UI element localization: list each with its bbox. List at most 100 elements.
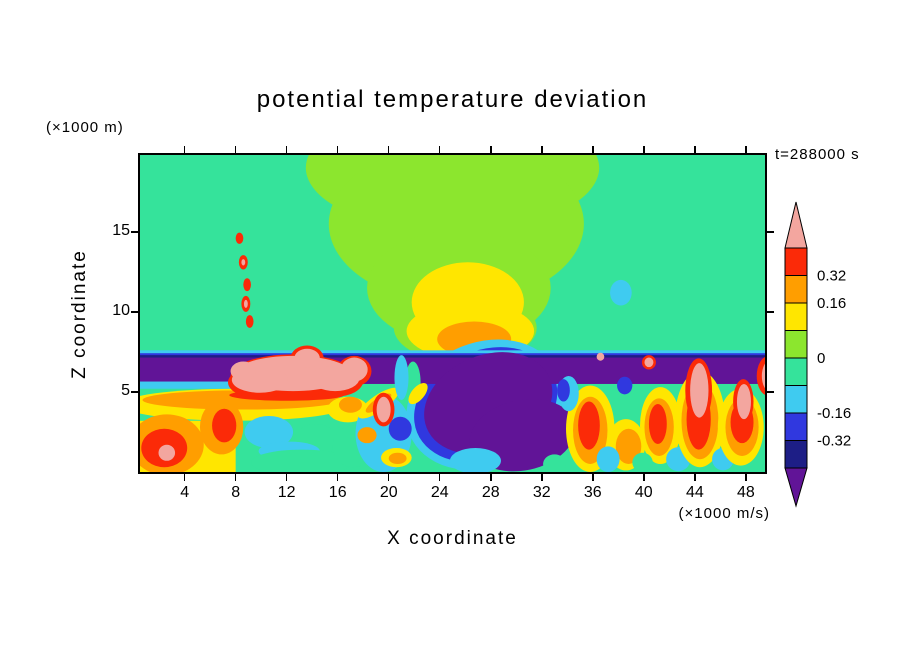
x-tick [694,474,696,481]
field-region-red [648,403,667,444]
field-region-red [235,232,244,244]
colorbar-band-blue [784,412,808,441]
colorbar-band-orange [784,275,808,304]
field-region-orange [388,452,407,464]
field-region-pink [736,383,751,420]
x-tick [592,146,594,153]
field-region-pink [644,357,654,368]
field-region-pink [243,299,248,308]
colorbar-arrow-top [784,201,808,249]
x-tick [438,474,441,481]
x-axis-unit-label: (×1000 m/s) [678,505,770,522]
x-tick-label: 16 [328,484,347,501]
x-tick-label: 24 [430,484,449,501]
x-tick [745,474,747,481]
field-region-cyan [610,279,632,306]
x-tick [694,146,696,153]
colorbar-band-green [784,357,808,386]
x-tick-label: 28 [481,484,500,501]
field-region-red [756,356,765,395]
field-region-cyan [140,381,243,389]
field-region-cyan [596,446,620,472]
field-region-cyan [394,355,409,400]
colorbar-band-navy [784,440,808,469]
x-tick [490,146,492,153]
x-tick [541,474,543,481]
field-region-red [245,315,254,328]
colorbar: 0.32 0.16 0 -0.16 -0.32 [784,201,851,508]
field-region-pink [690,363,709,418]
field-region-blue [388,416,412,441]
x-tick [336,474,339,481]
x-tick [234,146,237,153]
x-tick [643,474,645,481]
x-axis-title: X coordinate [387,528,518,549]
y-tick-label: 5 [121,381,130,399]
field-region-pink [230,361,257,381]
x-tick [643,146,645,153]
colorbar-label: -0.32 [817,433,851,450]
x-tick-label: 32 [532,484,551,501]
field-region-green [250,449,353,472]
time-annotation: t=288000 s [775,146,860,163]
colorbar-band-yellow_green [784,330,808,359]
x-tick [183,146,186,153]
field-region-pink [596,352,605,361]
x-tick [285,146,288,153]
field-region-red [578,401,600,450]
x-tick [387,474,390,481]
y-tick [131,231,138,233]
colorbar-arrow-bottom [784,467,808,508]
x-tick-label: 44 [685,484,704,501]
x-tick-label: 8 [231,484,241,501]
field-region-orange [615,428,642,464]
x-tick-label: 12 [277,484,296,501]
field-region-pink [340,357,368,382]
x-tick [745,146,747,153]
field-region-red [212,408,237,443]
field-region-blue [557,379,570,402]
field-region-purple [469,398,576,472]
x-tick [490,474,492,481]
plot-area [138,153,767,474]
x-tick-label: 36 [583,484,602,501]
y-axis-unit-label: (×1000 m) [46,119,124,136]
x-tick [285,474,288,481]
y-axis-title: Z coordinate [69,249,90,379]
x-tick [336,146,339,153]
y-tick [767,311,774,313]
field-region-pink [158,444,176,461]
colorbar-label: 0 [817,350,825,367]
field-region-orange [357,427,377,444]
y-tick-label: 10 [112,301,130,319]
x-tick-label: 48 [736,484,755,501]
x-tick [541,146,543,153]
field-region-green [632,452,653,472]
field-region-cyan [449,447,501,472]
field-region-pink [761,363,765,389]
colorbar-band-red [784,247,808,276]
x-tick [592,474,594,481]
field-region-pink [241,259,246,266]
colorbar-label: 0.16 [817,295,846,312]
y-tick [131,391,138,393]
x-tick [183,474,186,481]
y-tick-label: 15 [112,221,130,239]
x-tick [387,146,390,153]
field-region-cyan [244,415,294,448]
y-tick [767,391,774,393]
colorbar-label: 0.32 [817,268,846,285]
x-tick-label: 4 [180,484,190,501]
field-region-pink [294,348,320,368]
x-tick-label: 40 [634,484,653,501]
chart-title: potential temperature deviation [256,86,649,113]
x-tick [234,474,237,481]
colorbar-band-yellow [784,302,808,331]
field-region-green [543,454,567,472]
field-region-red [243,278,251,292]
y-tick [131,311,138,313]
field-region-orange [338,396,362,413]
contour-field-svg [140,155,765,472]
colorbar-band-cyan [784,385,808,414]
colorbar-label: -0.16 [817,405,851,422]
